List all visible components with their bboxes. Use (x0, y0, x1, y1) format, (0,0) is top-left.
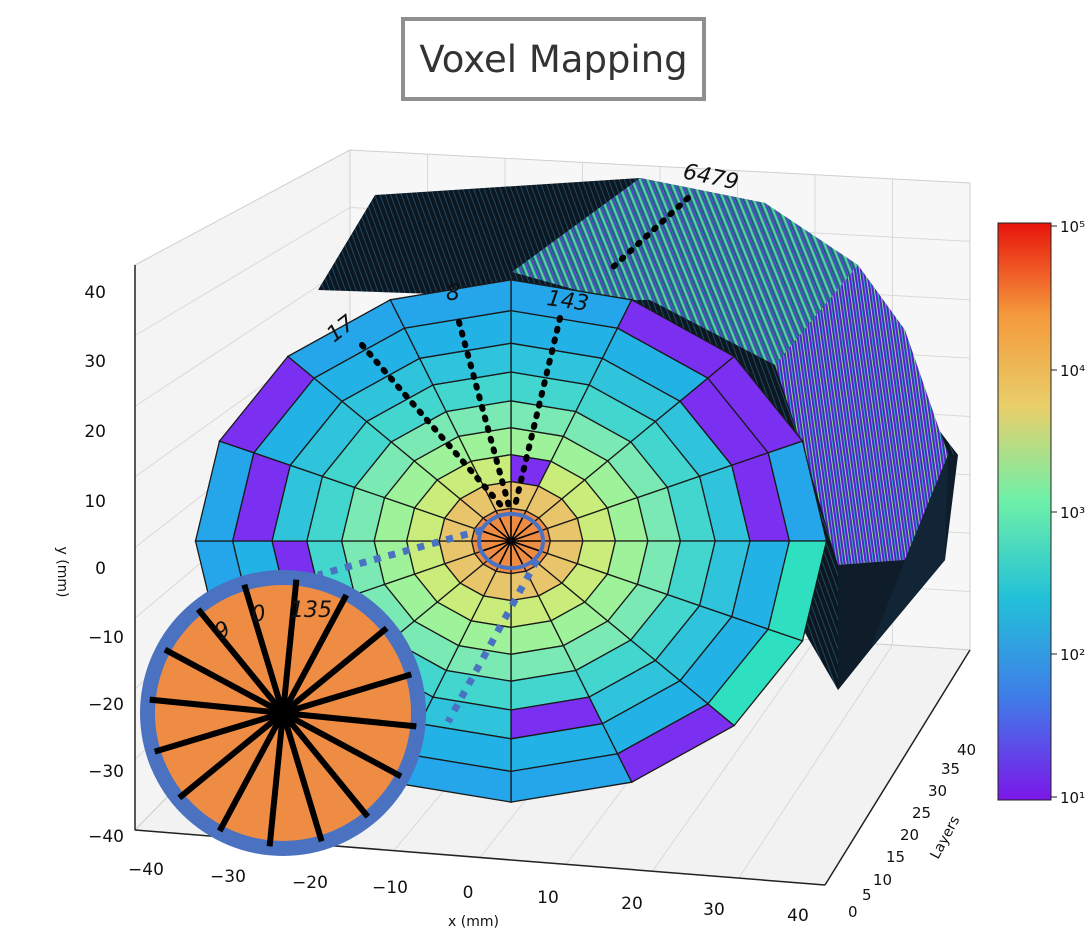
y-tick-labels: 40 30 20 10 0 −10 −20 −30 −40 (84, 283, 124, 847)
inset-label-b: 0 (250, 601, 268, 628)
x-tick: 40 (787, 906, 809, 926)
inset-spoke (280, 711, 374, 824)
track-17 (359, 342, 508, 513)
x-tick-labels: −40 −30 −20 −10 0 10 20 30 40 (128, 860, 809, 926)
y-tick: −30 (88, 762, 124, 782)
track-143 (511, 315, 563, 513)
inset-spoke (282, 669, 417, 716)
y-tick: 10 (84, 492, 106, 512)
z-tick: 35 (941, 760, 960, 778)
inset-spoke (281, 710, 408, 782)
y-tick: −40 (88, 827, 124, 847)
colorbar-tick: 10⁴ (1060, 362, 1085, 380)
z-axis-label: Layers (927, 813, 963, 861)
callout-line-upper (317, 526, 483, 579)
callout-lines (317, 526, 541, 724)
inset-center (270, 700, 296, 726)
y-tick: −10 (88, 628, 124, 648)
y-tick: 0 (95, 559, 106, 579)
callout-line-lower (444, 558, 541, 724)
y-tick: 20 (84, 422, 106, 442)
inset-spoke (149, 696, 284, 716)
x-tick: −30 (210, 867, 246, 887)
center-ring (477, 512, 545, 570)
x-tick: −10 (372, 878, 408, 898)
z-tick: 10 (873, 871, 892, 889)
inset-spoke (280, 588, 352, 715)
inset-spoke (282, 710, 417, 730)
z-tick-labels: 0 5 10 15 20 25 30 35 40 (848, 741, 976, 921)
y-tick: 30 (84, 352, 106, 372)
annotation-middle: 8 (446, 281, 460, 306)
x-axis-label: x (mm) (448, 914, 499, 930)
track-6479 (609, 195, 691, 271)
inset-spoke (172, 710, 285, 804)
inset-spoke (280, 579, 300, 714)
inset-spoke (280, 712, 327, 847)
z-tick: 40 (957, 741, 976, 759)
colorbar-tick: 10² (1060, 646, 1085, 664)
y-tick: 40 (84, 283, 106, 303)
z-tick: 20 (900, 826, 919, 844)
voxel-cell (389, 279, 512, 329)
x-tick: −20 (292, 873, 328, 893)
x-tick: 30 (703, 900, 725, 920)
colorbar-tick: 10¹ (1060, 789, 1085, 807)
title-box: Voxel Mapping (401, 17, 706, 101)
x-tick: 20 (621, 894, 643, 914)
inset-spoke (192, 602, 286, 715)
figure-title: Voxel Mapping (419, 37, 688, 81)
inset-spoke (214, 711, 286, 838)
z-tick: 5 (862, 886, 872, 904)
inset-spoke (266, 712, 286, 847)
colorbar-tick: 10³ (1060, 504, 1085, 522)
inset-spoke (281, 622, 394, 716)
y-tick: −20 (88, 695, 124, 715)
colorbar: 10⁵ 10⁴ 10³ 10² 10¹ (997, 218, 1085, 807)
inset-spoke (239, 579, 286, 714)
inset-spoke (149, 710, 284, 757)
colorbar-tick: 10⁵ (1060, 218, 1085, 236)
y-axis-label: y (mm) (54, 547, 70, 598)
x-tick: 10 (537, 888, 559, 908)
track-8 (456, 319, 513, 513)
z-tick: 0 (848, 903, 858, 921)
cylinder-side-striped (775, 265, 948, 565)
z-tick: 25 (912, 804, 931, 822)
x-tick: −40 (128, 860, 164, 880)
annotation-right: 143 (545, 286, 590, 317)
inset-spoke (158, 644, 285, 716)
z-tick: 30 (928, 782, 947, 800)
z-tick: 15 (886, 848, 905, 866)
z-axis-line (824, 649, 971, 886)
inset-zoom: 9 0 135 (140, 570, 426, 856)
colorbar-gradient (997, 222, 1052, 801)
x-tick: 0 (463, 883, 474, 903)
cylinder-top-striped (512, 178, 858, 365)
inset-label-c: 135 (290, 598, 332, 623)
dotted-tracks (359, 195, 691, 513)
